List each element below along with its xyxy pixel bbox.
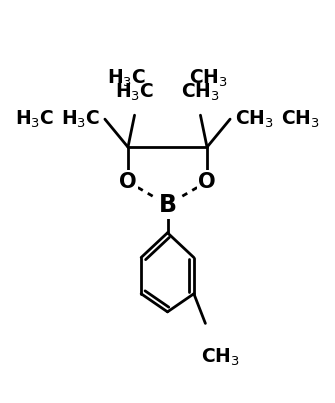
Text: CH$_3$: CH$_3$: [181, 81, 220, 103]
Text: B: B: [158, 193, 177, 217]
Text: H$_3$C: H$_3$C: [115, 81, 154, 103]
Text: CH$_3$: CH$_3$: [201, 347, 240, 368]
Text: H$_3$C: H$_3$C: [61, 109, 100, 131]
Text: O: O: [119, 172, 137, 192]
Text: CH$_3$: CH$_3$: [235, 109, 274, 131]
Text: O: O: [198, 172, 216, 192]
Text: CH$_3$: CH$_3$: [281, 109, 320, 131]
Text: H$_3$C: H$_3$C: [14, 109, 54, 131]
Text: H$_3$C: H$_3$C: [107, 68, 146, 89]
Text: CH$_3$: CH$_3$: [189, 68, 228, 89]
